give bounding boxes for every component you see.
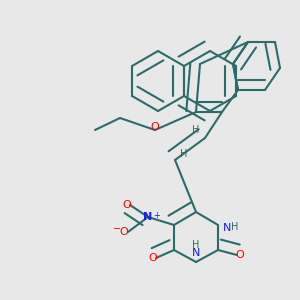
Text: H: H (192, 240, 200, 250)
Text: O: O (119, 227, 128, 237)
Text: O: O (148, 253, 158, 263)
Text: H: H (231, 222, 238, 233)
Text: N: N (192, 248, 200, 258)
Text: O: O (123, 200, 131, 210)
Text: O: O (151, 122, 159, 132)
Text: −: − (113, 224, 122, 234)
Text: H: H (192, 125, 200, 136)
Text: O: O (236, 250, 244, 260)
Text: +: + (153, 211, 160, 220)
Text: N: N (223, 223, 231, 233)
Text: H: H (180, 149, 188, 159)
Text: N: N (143, 212, 153, 222)
